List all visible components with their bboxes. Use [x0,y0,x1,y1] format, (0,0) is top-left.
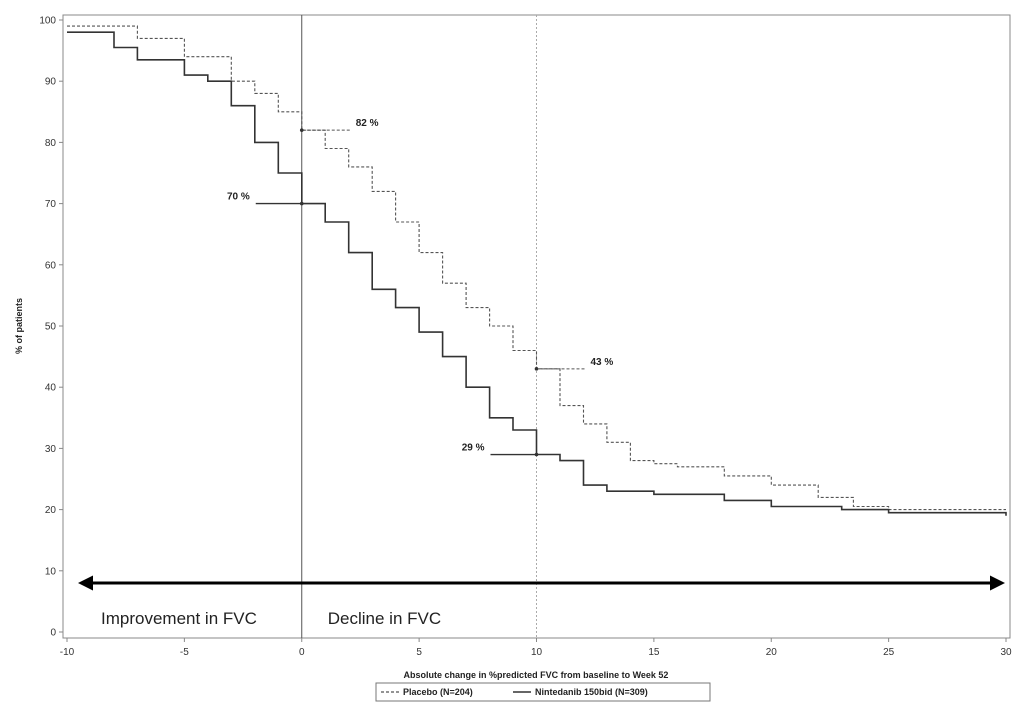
y-tick-label: 20 [45,505,57,516]
annotation-label: 82 % [356,118,379,129]
x-axis-label: Absolute change in %predicted FVC from b… [404,670,669,680]
annotation-point [299,128,304,132]
legend-label-nintedanib: Nintedanib 150bid (N=309) [535,687,648,697]
legend-label-placebo: Placebo (N=204) [403,687,473,697]
y-tick-label: 60 [45,260,57,271]
x-tick-label: 0 [299,647,305,658]
y-tick-label: 40 [45,383,57,394]
y-tick-label: 70 [45,199,57,210]
region-label-decline: Decline in FVC [328,609,441,628]
annotation-point [534,367,539,371]
x-tick-label: -5 [180,647,189,658]
x-tick-label: 30 [1000,647,1012,658]
y-tick-label: 30 [45,444,57,455]
annotation-point [299,201,304,206]
y-axis-label: % of patients [14,298,24,354]
series-line-placebo [67,25,1006,511]
series-line-nintedanib [67,31,1007,516]
y-tick-label: 90 [45,77,57,88]
x-tick-label: 20 [766,647,778,658]
y-tick-label: 100 [39,16,56,27]
annotation-point [534,452,539,457]
y-tick-label: 0 [50,628,56,639]
x-tick-label: 25 [883,647,895,658]
y-tick-label: 10 [45,566,57,577]
legend-box [375,682,711,702]
x-tick-label: 10 [531,647,543,658]
annotation-label: 43 % [591,357,614,368]
x-tick-label: 15 [648,647,660,658]
x-tick-label: -10 [60,647,75,658]
annotation-label: 70 % [227,192,250,203]
legend: Placebo (N=204) Nintedanib 150bid (N=309… [375,682,711,702]
annotation-label: 29 % [462,443,485,454]
y-tick-label: 50 [45,322,57,333]
x-tick-label: 5 [416,647,422,658]
region-label-improvement: Improvement in FVC [101,609,257,628]
y-tick-label: 80 [45,138,57,149]
